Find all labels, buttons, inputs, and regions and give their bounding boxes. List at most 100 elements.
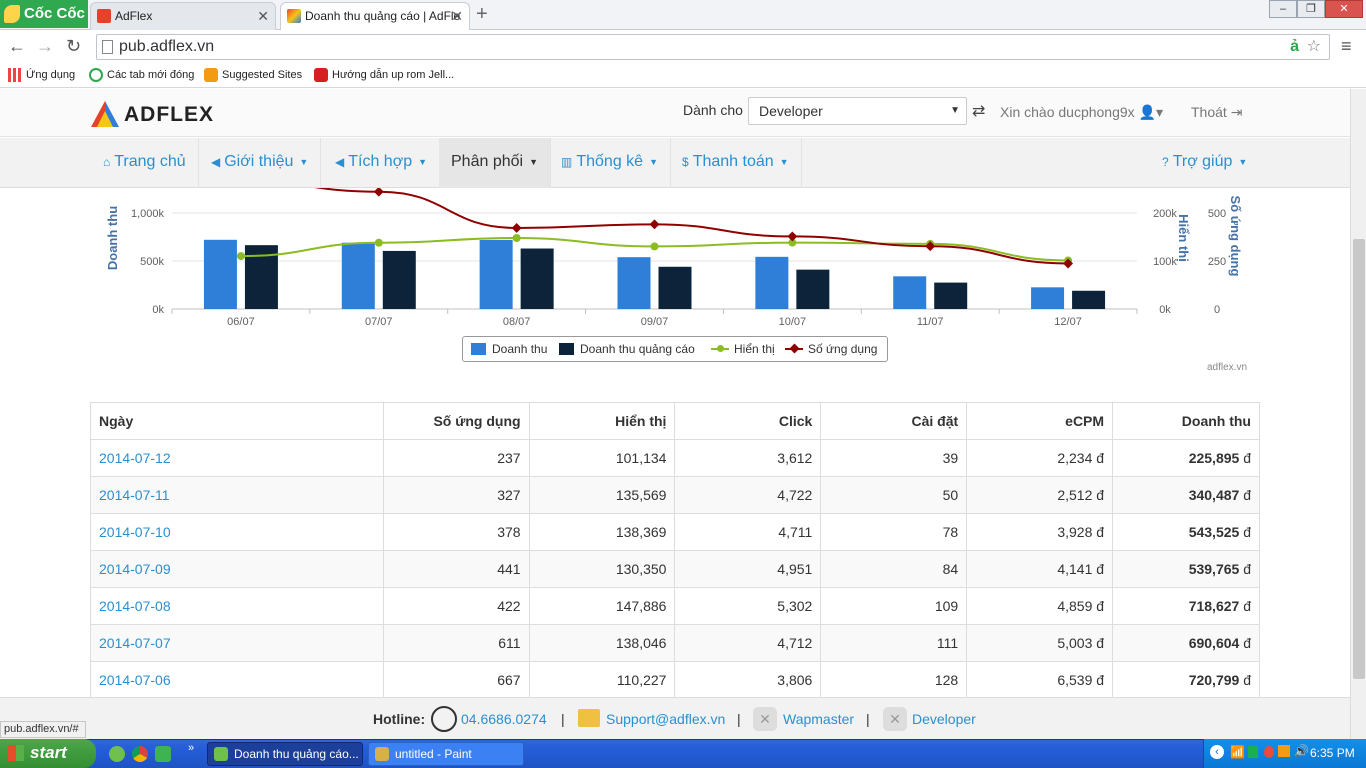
cell-ecpm: 4,859 đ <box>966 587 1114 625</box>
legend-item-doanh-thu-quang-cao[interactable]: Doanh thu quảng cáo <box>559 342 695 356</box>
header-doanh-thu[interactable]: Doanh thu <box>1112 402 1260 440</box>
header-cai-dat[interactable]: Cài đặt <box>820 402 968 440</box>
bookmark-youtube[interactable]: Hướng dẫn up rom Jell... <box>314 68 454 82</box>
taskbar-item-browser[interactable]: Doanh thu quảng cáo... <box>207 742 363 766</box>
header-ecpm[interactable]: eCPM <box>966 402 1114 440</box>
row-date-link[interactable]: 2014-07-06 <box>90 661 384 699</box>
close-tab-icon[interactable]: ✕ <box>451 8 463 24</box>
network-icon[interactable]: 📶 <box>1230 745 1245 759</box>
header-ngay[interactable]: Ngày <box>90 402 384 440</box>
bookmark-recent-tabs[interactable]: Các tab mới đóng <box>89 68 194 82</box>
quicklaunch-chrome-icon[interactable] <box>132 746 148 762</box>
taskbar-item-paint[interactable]: untitled - Paint <box>368 742 524 766</box>
row-date-link[interactable]: 2014-07-10 <box>90 513 384 551</box>
minimize-button[interactable]: – <box>1269 0 1297 18</box>
tab-adflex[interactable]: AdFlex ✕ <box>90 2 276 30</box>
nav-tich-hop[interactable]: ◀ Tích hợp ▼ <box>323 138 441 188</box>
chart-bar <box>341 242 375 309</box>
clock[interactable]: 6:35 PM <box>1310 746 1355 760</box>
close-tab-icon[interactable]: ✕ <box>257 8 269 24</box>
browser-brand[interactable]: Cốc Cốc <box>0 0 88 28</box>
chart-credit[interactable]: adflex.vn <box>1207 362 1248 373</box>
cell-apps: 441 <box>382 550 530 588</box>
user-menu[interactable]: Xin chào ducphong9x 👤▾ <box>1000 104 1164 120</box>
cell-clicks: 3,806 <box>674 661 822 699</box>
window-close-button[interactable]: ✕ <box>1325 0 1363 18</box>
translate-icon[interactable]: ả <box>1290 38 1299 55</box>
restore-button[interactable]: ❐ <box>1297 0 1325 18</box>
revenue-chart: 0k 500k 1,000k 0k 100k 200k 0 250 500 Doanh thu Hi… <box>95 175 1260 378</box>
nav-thanh-toan[interactable]: $ Thanh toán ▼ <box>670 138 802 188</box>
scrollbar-thumb[interactable] <box>1353 239 1365 679</box>
tab-doanh-thu[interactable]: Doanh thu quảng cáo | AdFle ✕ <box>280 2 470 31</box>
developer-link[interactable]: Developer <box>912 711 976 727</box>
volume-icon[interactable]: 🔊 <box>1294 744 1309 758</box>
adflex-logo-icon[interactable] <box>91 101 119 127</box>
quicklaunch-expand-icon[interactable]: » <box>188 742 195 754</box>
legend-item-so-ung-dung[interactable]: Số ứng dụng <box>785 342 877 356</box>
nav-phan-phoi[interactable]: Phân phối ▼ <box>439 138 551 188</box>
cell-impressions: 138,369 <box>528 513 676 551</box>
quicklaunch-coccoc-icon[interactable] <box>109 746 125 762</box>
new-tab-button[interactable]: + <box>476 3 488 25</box>
wapmaster-link[interactable]: Wapmaster <box>783 711 855 727</box>
tray-expand-icon[interactable]: ‹ <box>1210 745 1224 759</box>
question-icon: ? <box>1162 155 1169 170</box>
nav-gioi-thieu[interactable]: ◀ Giới thiệu ▼ <box>199 138 322 188</box>
url-bar[interactable]: pub.adflex.vn ả ☆ <box>96 34 1330 60</box>
header-hien-thi[interactable]: Hiển thị <box>528 402 676 440</box>
phone-icon <box>431 706 457 732</box>
chart-bar <box>617 257 651 309</box>
antivirus-icon[interactable] <box>1264 746 1274 758</box>
tray-app-icon[interactable] <box>1278 745 1290 757</box>
cell-clicks: 4,712 <box>674 624 822 662</box>
role-select[interactable]: Developer ▼ <box>748 97 967 125</box>
nav-thong-ke[interactable]: ▥ Thống kê ▼ <box>549 138 671 188</box>
cell-ecpm: 5,003 đ <box>966 624 1114 662</box>
chevron-down-icon: ▼ <box>1238 157 1248 167</box>
row-date-link[interactable]: 2014-07-09 <box>90 550 384 588</box>
hotline-phone[interactable]: 04.6686.0274 <box>461 711 547 727</box>
cell-impressions: 147,886 <box>528 587 676 625</box>
swap-arrows-icon[interactable]: ⇄ <box>972 103 986 120</box>
table-row: 2014-07-10 378 138,369 4,711 78 3,928 đ 543,52… <box>90 513 1260 551</box>
bookmark-suggested-sites[interactable]: Suggested Sites <box>204 68 302 82</box>
dollar-icon: $ <box>682 155 689 170</box>
logout-link[interactable]: Thoát ⇥ <box>1191 104 1243 120</box>
x-tick-label: 12/07 <box>1054 316 1082 328</box>
chart-bar <box>382 250 416 309</box>
footer-separator: | <box>737 711 741 727</box>
sign-out-icon: ⇥ <box>1230 104 1243 120</box>
forward-arrow-icon[interactable]: → <box>36 36 54 56</box>
bookmark-apps[interactable]: Ứng dụng <box>8 68 75 82</box>
header-so-ung-dung[interactable]: Số ứng dụng <box>382 402 530 440</box>
nav-trang-chu[interactable]: ⌂ Trang chủ <box>91 138 199 188</box>
table-row: 2014-07-09 441 130,350 4,951 84 4,141 đ 539,76… <box>90 550 1260 588</box>
line-point <box>1063 258 1074 269</box>
site-logo[interactable]: ADFLEX <box>124 103 214 126</box>
row-date-link[interactable]: 2014-07-07 <box>90 624 384 662</box>
row-date-link[interactable]: 2014-07-08 <box>90 587 384 625</box>
quicklaunch-refresh-icon[interactable] <box>155 746 171 762</box>
row-date-link[interactable]: 2014-07-11 <box>90 476 384 514</box>
row-date-link[interactable]: 2014-07-12 <box>90 439 384 477</box>
page-scrollbar[interactable] <box>1350 89 1366 739</box>
revenue-table: Ngày Số ứng dụng Hiển thị Click Cài đặt … <box>90 402 1260 699</box>
line-point <box>925 241 936 252</box>
legend-item-doanh-thu[interactable]: Doanh thu <box>471 342 547 356</box>
menu-icon[interactable]: ≡ <box>1341 36 1352 56</box>
footer-separator: | <box>561 711 565 727</box>
reload-icon[interactable]: ↻ <box>66 36 82 56</box>
bookmark-star-icon[interactable]: ☆ <box>1306 38 1321 55</box>
legend-item-hien-thi[interactable]: Hiển thị <box>711 342 775 356</box>
start-button[interactable]: start <box>0 739 96 768</box>
y-tick-label: 0k <box>1159 304 1171 316</box>
support-email-link[interactable]: Support@adflex.vn <box>606 711 726 727</box>
cell-revenue: 720,799 đ <box>1112 661 1260 699</box>
header-click[interactable]: Click <box>674 402 822 440</box>
back-arrow-icon[interactable]: ← <box>8 36 26 56</box>
cell-revenue: 718,627 đ <box>1112 587 1260 625</box>
cell-ecpm: 3,928 đ <box>966 513 1114 551</box>
nav-tro-giup[interactable]: ? Trợ giúp ▼ <box>1162 153 1248 171</box>
tray-app-icon[interactable] <box>1248 746 1258 758</box>
